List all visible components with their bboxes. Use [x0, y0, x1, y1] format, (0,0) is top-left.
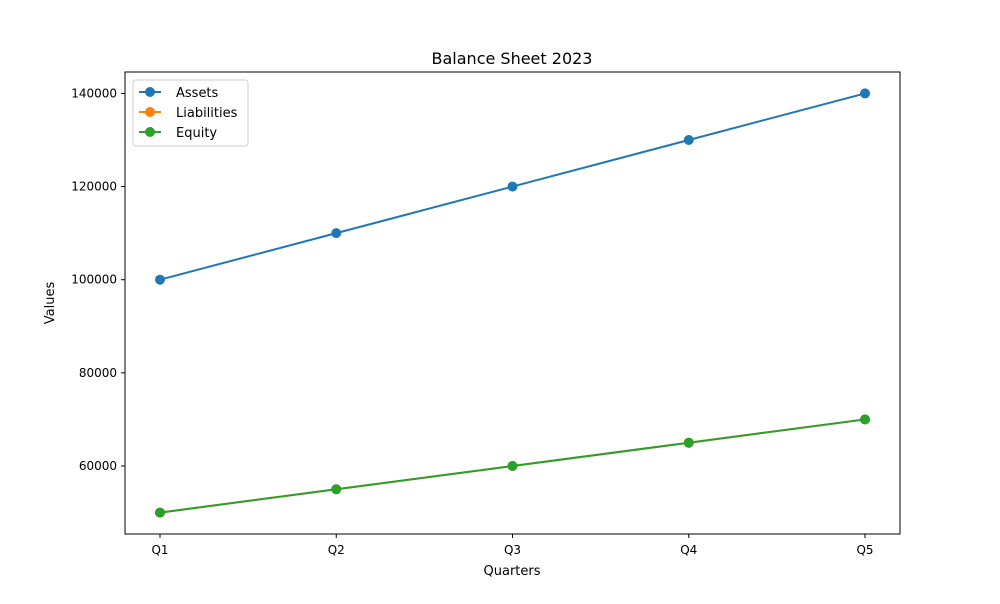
y-axis: 60000 80000 100000 120000 140000 — [71, 86, 125, 473]
series-assets — [155, 88, 870, 285]
data-point-equity — [860, 414, 870, 425]
x-tick-label: Q5 — [856, 543, 873, 557]
data-point-equity — [507, 461, 518, 472]
legend-item-equity: Equity — [139, 126, 217, 141]
y-tick-label: 140000 — [71, 86, 117, 100]
x-tick-label: Q3 — [504, 543, 521, 557]
data-point-equity — [331, 484, 342, 495]
legend: Assets Liabilities Equity — [132, 79, 249, 147]
chart-title: Balance Sheet 2023 — [432, 49, 593, 68]
legend-label-liabilities: Liabilities — [176, 106, 238, 121]
legend-item-liabilities: Liabilities — [139, 106, 238, 121]
x-tick-label: Q2 — [328, 543, 345, 557]
data-point-assets — [155, 274, 165, 285]
legend-item-assets: Assets — [139, 86, 219, 101]
y-tick-label: 120000 — [71, 180, 117, 194]
data-point-assets — [683, 134, 694, 145]
plot-area — [155, 88, 870, 518]
data-point-assets — [507, 181, 518, 192]
data-point-equity — [683, 437, 694, 448]
legend-marker-equity — [145, 127, 155, 137]
x-axis-label: Quarters — [484, 564, 541, 579]
legend-label-equity: Equity — [176, 126, 217, 141]
series-equity — [155, 414, 870, 518]
y-tick-label: 80000 — [79, 366, 117, 380]
y-axis-label: Values — [43, 282, 58, 325]
data-point-assets — [860, 88, 870, 99]
legend-label-assets: Assets — [176, 86, 219, 101]
legend-marker-assets — [145, 87, 155, 97]
legend-box — [132, 79, 249, 147]
y-tick-label: 60000 — [79, 459, 117, 473]
x-tick-label: Q4 — [680, 543, 697, 557]
x-tick-label: Q1 — [151, 543, 168, 557]
x-axis: Q1 Q2 Q3 Q4 Q5 — [151, 534, 874, 557]
legend-marker-liabilities — [145, 107, 155, 117]
y-tick-label: 100000 — [71, 273, 117, 287]
data-point-equity — [155, 507, 165, 518]
data-point-assets — [331, 228, 342, 239]
